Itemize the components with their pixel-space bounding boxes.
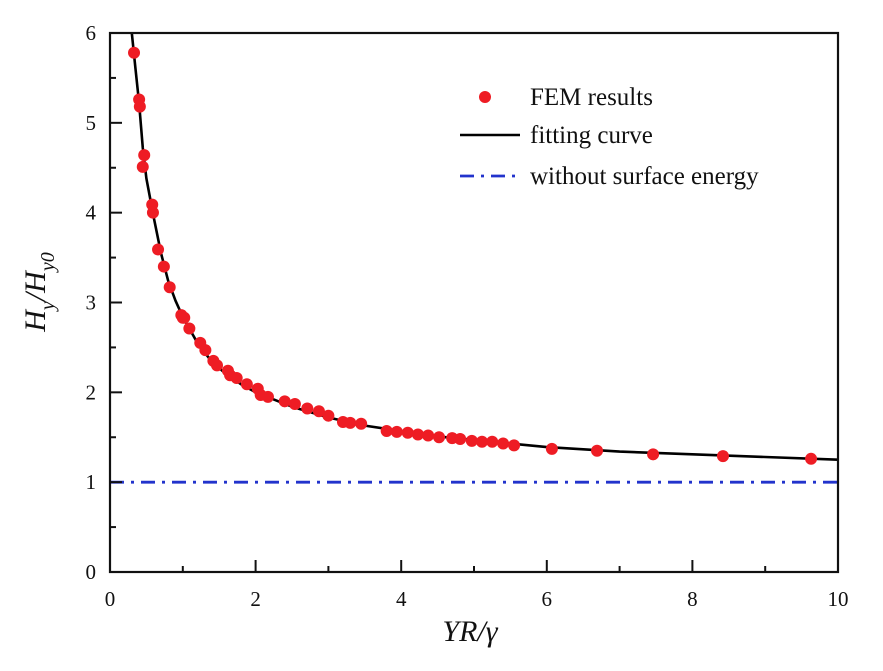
fem-result-point bbox=[261, 390, 274, 403]
x-tick-label: 8 bbox=[687, 587, 698, 611]
x-tick-label: 6 bbox=[542, 587, 553, 611]
legend-label-without-surface-energy: without surface energy bbox=[530, 163, 759, 190]
y-tick-label: 3 bbox=[86, 291, 97, 315]
legend-label-fitting-curve: fitting curve bbox=[530, 122, 653, 149]
y-tick-label: 6 bbox=[86, 21, 97, 45]
fem-result-point bbox=[178, 311, 191, 324]
fem-result-point bbox=[465, 434, 478, 447]
y-axis-title-slash: / bbox=[19, 290, 52, 303]
fem-result-point bbox=[211, 359, 224, 372]
fem-result-point bbox=[183, 322, 196, 335]
x-axis-title: YR/γ bbox=[442, 615, 498, 648]
fem-result-point bbox=[157, 260, 170, 273]
fem-result-point bbox=[128, 46, 141, 59]
x-tick-label: 4 bbox=[396, 587, 407, 611]
plot-frame bbox=[108, 31, 840, 574]
axes: 0 2 4 6 8 10 0 1 2 3 4 5 6 bbox=[86, 21, 849, 611]
x-tick-label: 2 bbox=[250, 587, 261, 611]
fem-result-point bbox=[486, 435, 499, 448]
fem-result-point bbox=[508, 439, 521, 452]
y-tick-label: 4 bbox=[86, 201, 97, 225]
fem-result-point bbox=[163, 281, 176, 294]
fem-result-point bbox=[805, 452, 818, 465]
legend-marker-fem-results bbox=[479, 91, 491, 103]
fem-result-point bbox=[454, 433, 467, 446]
x-tick-label: 10 bbox=[828, 587, 849, 611]
fem-result-point bbox=[591, 444, 604, 457]
fem-result-point bbox=[344, 416, 357, 429]
y-ticks: 0 1 2 3 4 5 6 bbox=[86, 21, 122, 584]
fem-result-point bbox=[422, 429, 435, 442]
fem-result-point bbox=[322, 409, 335, 422]
y-axis-title: Hy/Hy0 bbox=[19, 252, 59, 332]
fem-result-point bbox=[230, 371, 243, 384]
y-tick-label: 2 bbox=[86, 380, 97, 404]
fem-result-point bbox=[411, 428, 424, 441]
legend: FEM results fitting curve without surfac… bbox=[460, 84, 759, 190]
fem-result-point bbox=[390, 425, 403, 438]
y-axis-title-sub1: y bbox=[37, 301, 59, 312]
y-tick-label: 5 bbox=[86, 111, 97, 135]
fem-result-point bbox=[476, 435, 489, 448]
legend-label-fem-results: FEM results bbox=[530, 84, 653, 111]
fem-result-point bbox=[433, 431, 446, 444]
fem-result-point bbox=[301, 402, 314, 415]
y-tick-label: 0 bbox=[86, 560, 97, 584]
fem-result-point bbox=[497, 437, 510, 450]
y-axis-title-h1: H bbox=[19, 308, 52, 333]
fem-result-point bbox=[647, 448, 660, 461]
fem-result-point bbox=[401, 426, 414, 439]
fem-result-point bbox=[136, 160, 149, 173]
fem-result-point bbox=[380, 424, 393, 437]
fem-result-point bbox=[545, 442, 558, 455]
fem-result-point bbox=[199, 344, 212, 357]
fem-result-point bbox=[355, 417, 368, 430]
fem-result-point bbox=[278, 395, 291, 408]
x-ticks: 0 2 4 6 8 10 bbox=[105, 560, 849, 611]
fem-result-point bbox=[152, 243, 165, 256]
x-tick-label: 0 bbox=[105, 587, 116, 611]
fem-result-point bbox=[716, 450, 729, 463]
fem-result-point bbox=[138, 149, 151, 162]
fem-result-point bbox=[146, 206, 159, 219]
fem-result-point bbox=[133, 100, 146, 113]
x-axis-title-main: YR/ bbox=[442, 615, 488, 648]
x-axis-title-gamma: γ bbox=[486, 615, 499, 648]
fem-result-point bbox=[288, 398, 301, 411]
fem-result-point bbox=[312, 405, 325, 418]
fem-result-point bbox=[240, 378, 253, 391]
y-tick-label: 1 bbox=[86, 470, 97, 494]
y-axis-title-h2: H bbox=[19, 269, 52, 294]
plot-area bbox=[110, 32, 839, 484]
y-axis-title-sub2: y0 bbox=[37, 252, 59, 273]
